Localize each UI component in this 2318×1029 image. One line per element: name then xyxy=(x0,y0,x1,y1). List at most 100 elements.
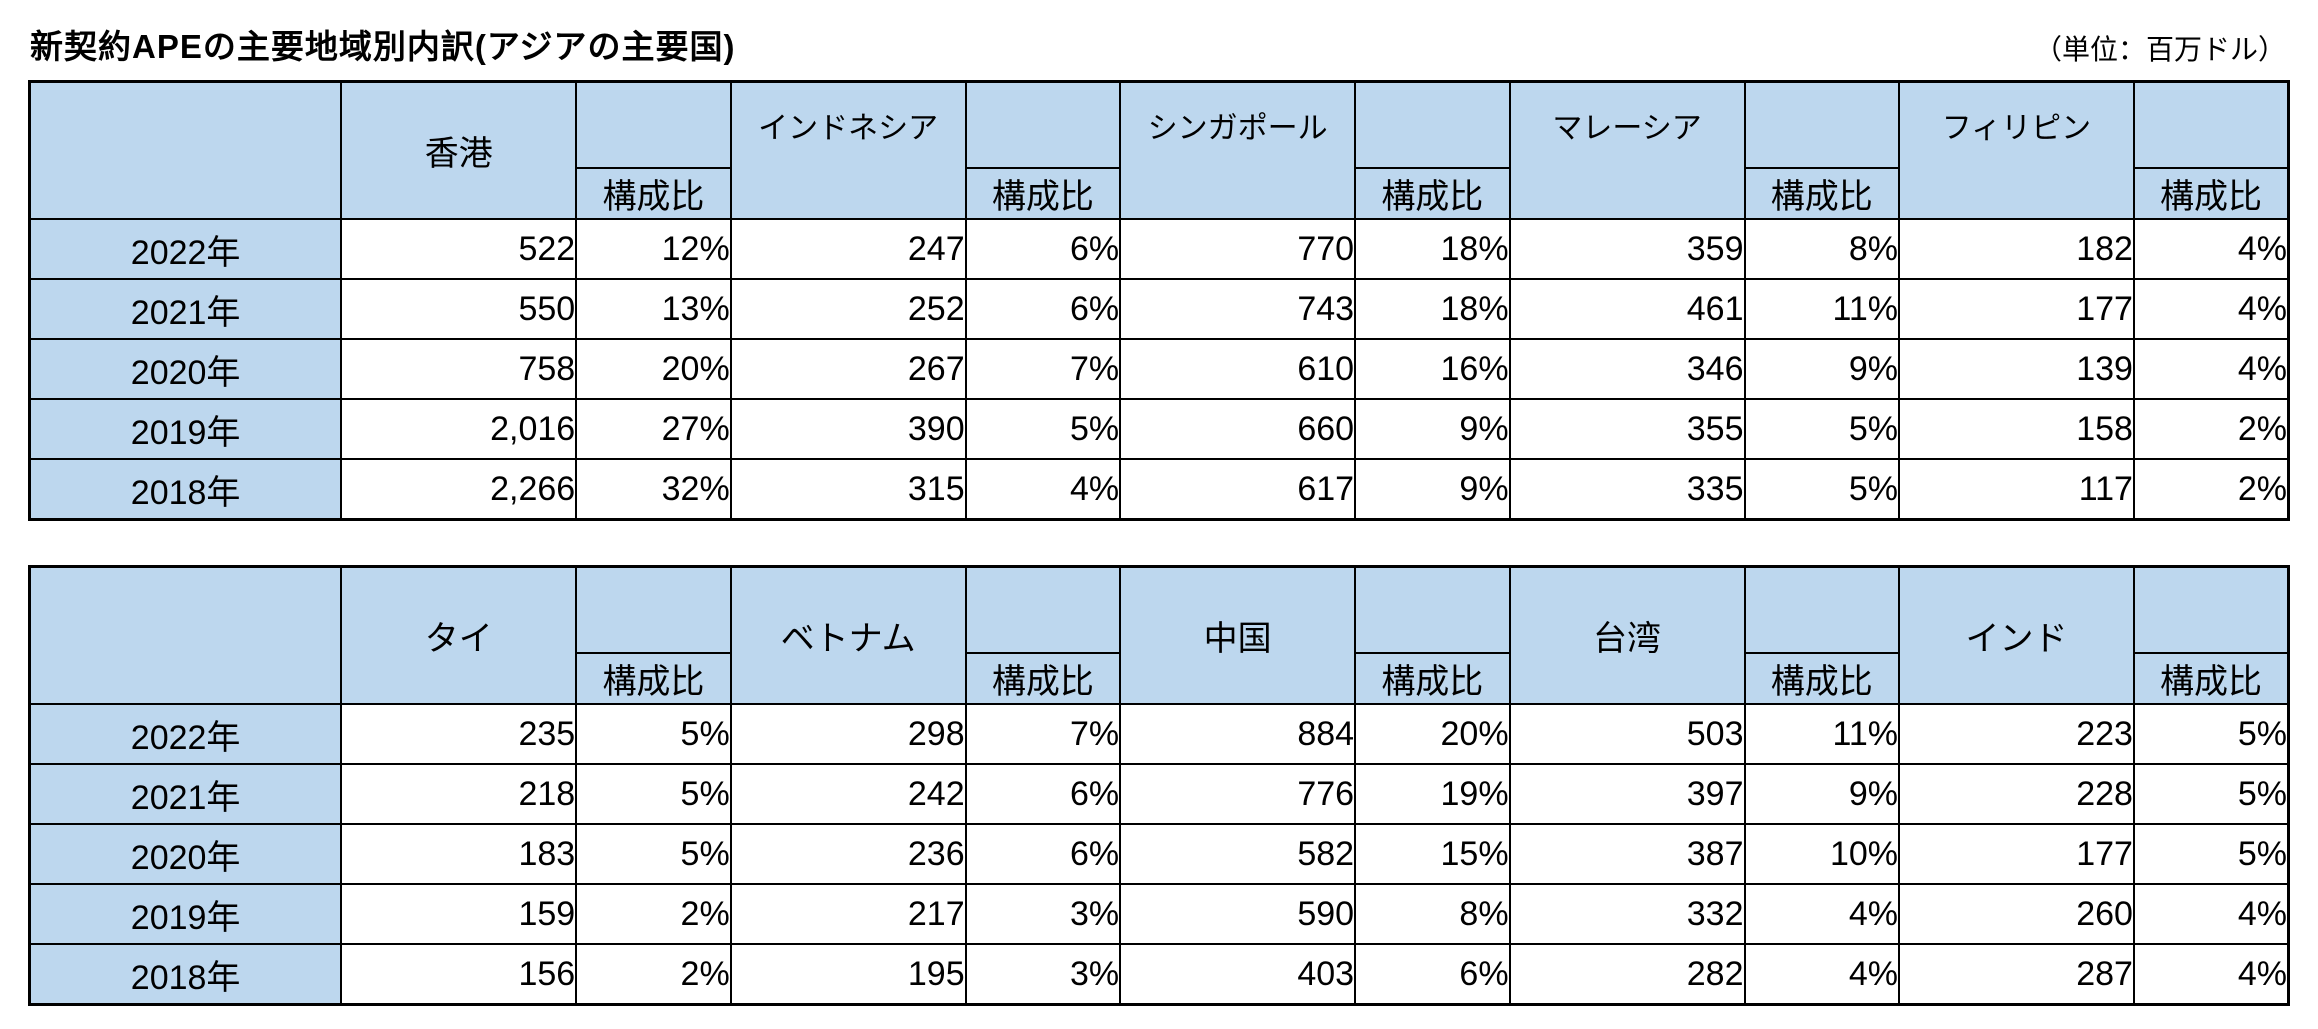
ratio-header: 構成比 xyxy=(2132,167,2290,220)
ratio-value-cell: 4% xyxy=(1743,943,1900,1006)
value-cell: 743 xyxy=(1119,278,1357,340)
year-cell: 2020年 xyxy=(28,823,343,885)
ratio-value-cell: 6% xyxy=(964,763,1122,825)
table-row: 2019年 2,016 27% 390 5% 660 9% 355 5% 158 2% xyxy=(28,398,2290,460)
ratio-value-cell: 9% xyxy=(1354,398,1511,460)
ratio-header: 構成比 xyxy=(1743,167,1900,220)
year-cell: 2021年 xyxy=(28,763,343,825)
value-cell: 228 xyxy=(1898,763,2135,825)
spacer-cell xyxy=(1743,80,1900,169)
value-cell: 884 xyxy=(1119,703,1357,765)
value-cell: 223 xyxy=(1898,703,2135,765)
ratio-value-cell: 20% xyxy=(575,338,732,400)
value-cell: 260 xyxy=(1898,883,2135,945)
value-cell: 397 xyxy=(1508,763,1746,825)
ratio-value-cell: 8% xyxy=(1354,883,1511,945)
value-cell: 267 xyxy=(729,338,967,400)
country-header: 台湾 xyxy=(1508,565,1746,705)
value-cell: 610 xyxy=(1119,338,1357,400)
value-cell: 282 xyxy=(1508,943,1746,1006)
ratio-value-cell: 5% xyxy=(575,703,732,765)
table-row: 2020年 183 5% 236 6% 582 15% 387 10% 177 5% xyxy=(28,823,2290,885)
page-title: 新契約APEの主要地域別内訳(アジアの主要国) xyxy=(30,28,736,65)
value-cell: 158 xyxy=(1898,398,2135,460)
value-cell: 503 xyxy=(1508,703,1746,765)
ratio-header: 構成比 xyxy=(964,167,1122,220)
value-cell: 550 xyxy=(340,278,578,340)
table-row: 2018年 2,266 32% 315 4% 617 9% 335 5% 117 2% xyxy=(28,458,2290,521)
value-cell: 177 xyxy=(1898,823,2135,885)
ratio-value-cell: 2% xyxy=(2132,458,2290,521)
ratio-value-cell: 7% xyxy=(964,703,1122,765)
country-header: ベトナム xyxy=(729,565,967,705)
title-row: 新契約APEの主要地域別内訳(アジアの主要国) （単位：百万ドル） xyxy=(30,20,2288,68)
ratio-value-cell: 6% xyxy=(964,823,1122,885)
ratio-value-cell: 5% xyxy=(575,823,732,885)
value-cell: 247 xyxy=(729,218,967,280)
value-cell: 758 xyxy=(340,338,578,400)
table-row: 2019年 159 2% 217 3% 590 8% 332 4% 260 4% xyxy=(28,883,2290,945)
ratio-value-cell: 6% xyxy=(964,278,1122,340)
ratio-value-cell: 3% xyxy=(964,883,1122,945)
country-header: 中国 xyxy=(1119,565,1357,705)
ratio-value-cell: 16% xyxy=(1354,338,1511,400)
country-header: タイ xyxy=(340,565,578,705)
country-header: 香港 xyxy=(340,80,578,220)
value-cell: 298 xyxy=(729,703,967,765)
table-row: 2021年 550 13% 252 6% 743 18% 461 11% 177 4% xyxy=(28,278,2290,340)
ratio-value-cell: 4% xyxy=(2132,943,2290,1006)
spacer-cell xyxy=(964,565,1122,654)
value-cell: 159 xyxy=(340,883,578,945)
country-header: インド xyxy=(1898,565,2135,705)
year-cell: 2020年 xyxy=(28,338,343,400)
year-cell: 2018年 xyxy=(28,458,343,521)
value-cell: 235 xyxy=(340,703,578,765)
year-cell: 2018年 xyxy=(28,943,343,1006)
ratio-value-cell: 5% xyxy=(2132,823,2290,885)
value-cell: 359 xyxy=(1508,218,1746,280)
ratio-value-cell: 18% xyxy=(1354,218,1511,280)
ratio-value-cell: 11% xyxy=(1743,703,1900,765)
value-cell: 335 xyxy=(1508,458,1746,521)
ratio-value-cell: 5% xyxy=(1743,398,1900,460)
ratio-value-cell: 6% xyxy=(1354,943,1511,1006)
spacer-cell xyxy=(1743,565,1900,654)
ratio-value-cell: 5% xyxy=(1743,458,1900,521)
year-cell: 2022年 xyxy=(28,218,343,280)
spacer-cell xyxy=(575,80,732,169)
ratio-value-cell: 6% xyxy=(964,218,1122,280)
ratio-value-cell: 4% xyxy=(2132,218,2290,280)
value-cell: 236 xyxy=(729,823,967,885)
value-cell: 182 xyxy=(1898,218,2135,280)
ratio-value-cell: 18% xyxy=(1354,278,1511,340)
year-cell: 2019年 xyxy=(28,883,343,945)
year-cell: 2021年 xyxy=(28,278,343,340)
ratio-value-cell: 5% xyxy=(964,398,1122,460)
ratio-value-cell: 9% xyxy=(1354,458,1511,521)
ratio-header: 構成比 xyxy=(1743,652,1900,705)
country-header: マレーシア xyxy=(1508,80,1746,220)
value-cell: 590 xyxy=(1119,883,1357,945)
ratio-header: 構成比 xyxy=(964,652,1122,705)
ratio-value-cell: 2% xyxy=(2132,398,2290,460)
country-header: フィリピン xyxy=(1898,80,2135,220)
spacer-cell xyxy=(1354,565,1511,654)
ratio-value-cell: 2% xyxy=(575,943,732,1006)
value-cell: 522 xyxy=(340,218,578,280)
ratio-header: 構成比 xyxy=(1354,167,1511,220)
ratio-value-cell: 4% xyxy=(2132,338,2290,400)
value-cell: 2,016 xyxy=(340,398,578,460)
value-cell: 218 xyxy=(340,763,578,825)
spacer-cell xyxy=(964,80,1122,169)
ratio-value-cell: 11% xyxy=(1743,278,1900,340)
value-cell: 461 xyxy=(1508,278,1746,340)
year-cell: 2019年 xyxy=(28,398,343,460)
value-cell: 183 xyxy=(340,823,578,885)
value-cell: 2,266 xyxy=(340,458,578,521)
spacer-cell xyxy=(2132,80,2290,169)
value-cell: 660 xyxy=(1119,398,1357,460)
table-gap xyxy=(28,521,2290,565)
ratio-value-cell: 12% xyxy=(575,218,732,280)
value-cell: 403 xyxy=(1119,943,1357,1006)
value-cell: 252 xyxy=(729,278,967,340)
